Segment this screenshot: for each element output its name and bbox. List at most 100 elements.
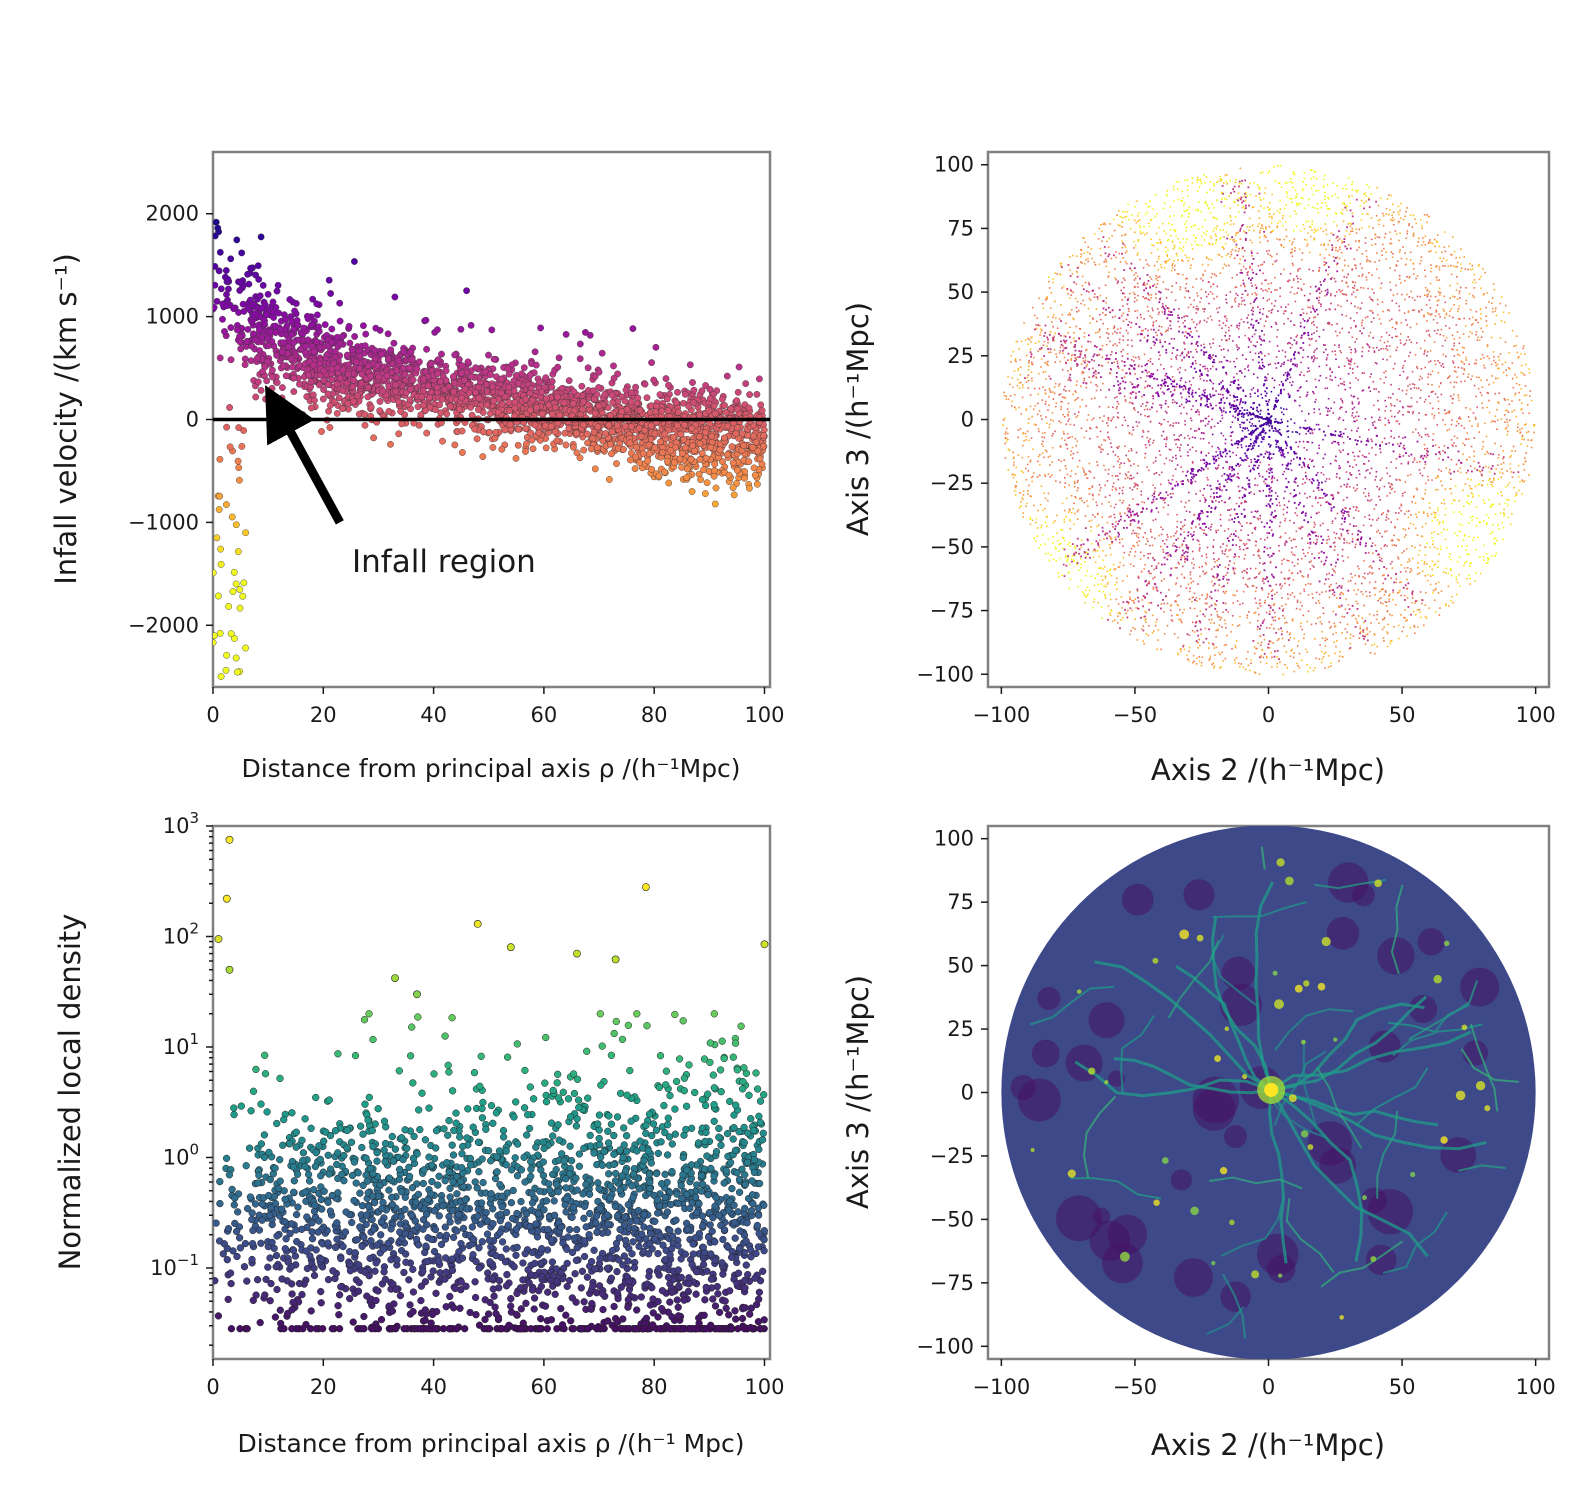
data-point	[1268, 170, 1270, 172]
data-point	[1438, 287, 1441, 289]
data-point	[1286, 195, 1289, 198]
data-point	[1402, 626, 1405, 628]
data-point	[1419, 544, 1421, 547]
data-point	[1242, 427, 1244, 429]
data-point	[226, 404, 234, 411]
data-point	[1406, 207, 1408, 209]
data-point	[1192, 558, 1195, 560]
data-point	[1175, 457, 1177, 460]
data-point	[1455, 324, 1458, 326]
data-point	[1283, 312, 1285, 315]
data-point	[1190, 264, 1192, 267]
data-point	[424, 382, 432, 390]
data-point	[1427, 376, 1429, 379]
data-point	[1439, 607, 1441, 609]
data-point	[310, 361, 317, 369]
data-point	[1073, 346, 1075, 348]
data-point	[690, 386, 698, 394]
data-point	[735, 363, 743, 371]
data-point	[1129, 633, 1131, 636]
data-point	[1479, 391, 1482, 394]
data-point	[228, 513, 236, 521]
data-point	[1409, 326, 1412, 329]
data-point	[1339, 406, 1342, 409]
data-point	[288, 331, 295, 339]
data-point	[1009, 383, 1011, 386]
data-point	[1139, 313, 1142, 316]
data-point	[1206, 511, 1208, 513]
data-point	[1429, 565, 1431, 568]
data-point	[1207, 479, 1209, 481]
data-point	[1181, 317, 1183, 319]
data-point	[1413, 309, 1416, 311]
data-point	[1212, 545, 1214, 547]
data-point	[1409, 214, 1412, 216]
data-point	[1341, 585, 1343, 587]
data-point	[1487, 559, 1489, 561]
data-point	[321, 321, 329, 328]
data-point	[1259, 602, 1262, 604]
data-point	[620, 446, 627, 453]
data-point	[618, 408, 626, 416]
data-point	[1428, 241, 1431, 243]
data-point	[1310, 187, 1313, 190]
data-point	[1279, 220, 1281, 222]
data-point	[1272, 642, 1274, 644]
data-point	[636, 459, 643, 467]
data-point	[1244, 199, 1247, 202]
data-point	[589, 387, 597, 395]
data-point	[252, 393, 260, 401]
data-point	[390, 339, 398, 347]
data-point	[1265, 279, 1268, 281]
data-point	[1212, 365, 1214, 368]
data-point	[1504, 409, 1507, 412]
data-point	[1511, 400, 1513, 402]
data-point	[760, 442, 767, 450]
data-point	[1097, 573, 1099, 575]
data-point	[1311, 460, 1313, 462]
data-point	[1446, 429, 1448, 432]
data-point	[1323, 264, 1325, 266]
data-point	[1076, 518, 1079, 520]
data-point	[1278, 211, 1281, 214]
data-point	[1248, 465, 1251, 468]
data-point	[1445, 412, 1448, 414]
data-point	[1355, 600, 1358, 603]
data-point	[1382, 212, 1384, 215]
data-point	[1089, 315, 1091, 317]
data-point	[1173, 338, 1175, 340]
data-point	[1421, 224, 1423, 227]
data-point	[1073, 318, 1075, 321]
data-point	[1245, 358, 1247, 360]
data-point	[1222, 396, 1225, 399]
data-point	[1195, 411, 1197, 413]
data-point	[1216, 295, 1218, 298]
data-point	[688, 488, 696, 495]
data-point	[229, 588, 237, 595]
data-point	[1529, 395, 1531, 397]
data-point	[320, 367, 328, 375]
data-point	[1087, 505, 1089, 507]
data-point	[1486, 292, 1489, 294]
data-point	[578, 382, 586, 390]
data-point	[1184, 287, 1187, 289]
data-point	[523, 440, 530, 448]
data-point	[1321, 658, 1323, 660]
data-point	[1485, 315, 1487, 318]
data-point	[1334, 280, 1337, 283]
data-point	[606, 440, 614, 448]
data-point	[1433, 414, 1436, 417]
data-point	[1308, 344, 1311, 346]
data-point	[1352, 614, 1355, 616]
data-point	[1168, 589, 1170, 591]
data-point	[1361, 346, 1364, 349]
data-point	[1074, 482, 1076, 485]
data-point	[370, 434, 377, 442]
data-point	[1350, 351, 1352, 354]
data-point	[1198, 322, 1201, 324]
data-point	[1029, 495, 1031, 497]
data-point	[1283, 558, 1285, 560]
data-point	[1390, 461, 1392, 463]
data-point	[1196, 305, 1198, 308]
